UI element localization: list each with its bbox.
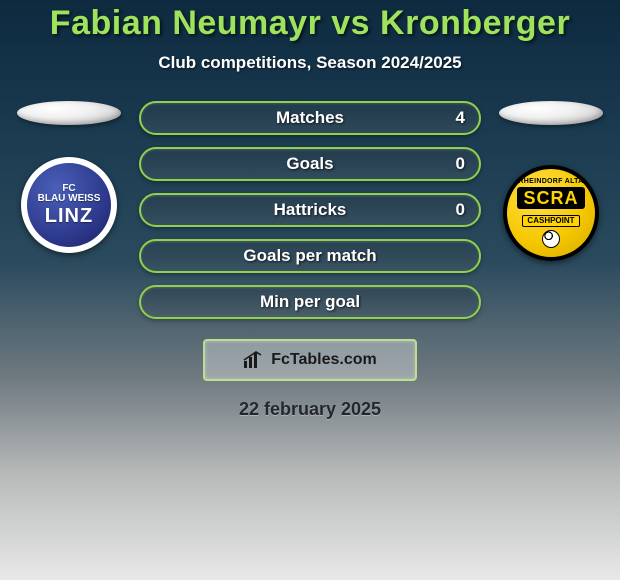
stat-bar-goals: Goals 0 (139, 147, 481, 181)
page-title: Fabian Neumayr vs Kronberger (0, 4, 620, 43)
club-right-main: SCRA (517, 187, 584, 209)
club-badge-left-label: FC BLAU WEISS LINZ (38, 184, 101, 226)
club-left-line2: BLAU WEISS (38, 193, 101, 204)
stat-bar-matches: Matches 4 (139, 101, 481, 135)
comparison-card: Fabian Neumayr vs Kronberger Club compet… (0, 0, 620, 580)
club-badge-right-label: RHEINDORF ALTA SCRA CASHPOINT (517, 178, 584, 248)
player-left-column: FC BLAU WEISS LINZ (17, 101, 121, 253)
subtitle: Club competitions, Season 2024/2025 (0, 53, 620, 73)
stat-bar-hattricks: Hattricks 0 (139, 193, 481, 227)
club-right-sub: CASHPOINT (522, 215, 579, 227)
stat-label: Min per goal (141, 292, 479, 312)
stat-bar-min-per-goal: Min per goal (139, 285, 481, 319)
brand-box: FcTables.com (203, 339, 417, 381)
stat-value: 0 (456, 200, 465, 220)
date-line: 22 february 2025 (0, 399, 620, 420)
player-left-photo-placeholder (17, 101, 121, 125)
stat-label: Matches (141, 108, 479, 128)
bar-chart-icon (243, 351, 265, 369)
club-right-ring: RHEINDORF ALTA (517, 178, 584, 185)
club-badge-right: RHEINDORF ALTA SCRA CASHPOINT (503, 165, 599, 261)
stat-label: Hattricks (141, 200, 479, 220)
main-row: FC BLAU WEISS LINZ Matches 4 Goals 0 Hat… (0, 101, 620, 319)
stats-column: Matches 4 Goals 0 Hattricks 0 Goals per … (139, 101, 481, 319)
club-badge-left: FC BLAU WEISS LINZ (21, 157, 117, 253)
stat-label: Goals per match (141, 246, 479, 266)
soccer-ball-icon (542, 230, 560, 248)
player-right-column: RHEINDORF ALTA SCRA CASHPOINT (499, 101, 603, 261)
stat-bar-goals-per-match: Goals per match (139, 239, 481, 273)
brand-text: FcTables.com (271, 351, 377, 369)
stat-value: 4 (456, 108, 465, 128)
stat-label: Goals (141, 154, 479, 174)
player-right-photo-placeholder (499, 101, 603, 125)
club-left-line3: LINZ (38, 206, 101, 226)
stat-value: 0 (456, 154, 465, 174)
